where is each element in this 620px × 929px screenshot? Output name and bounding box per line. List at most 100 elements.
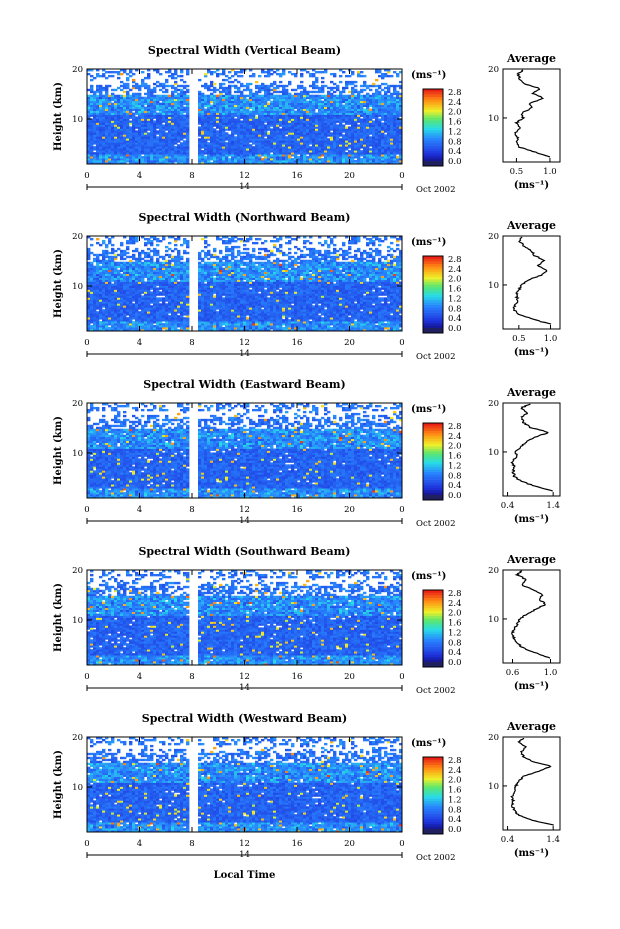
heatmap-cell xyxy=(387,70,391,74)
heatmap-cell xyxy=(117,138,121,141)
heatmap-cell xyxy=(246,110,250,113)
heatmap-cell xyxy=(276,132,280,135)
heatmap-cell xyxy=(312,132,316,135)
average-x-tick-label: 1.0 xyxy=(543,167,557,177)
heatmap-cell xyxy=(309,150,313,153)
heatmap-cell xyxy=(186,69,190,72)
heatmap-cell xyxy=(384,156,388,159)
heatmap-cell xyxy=(237,142,241,145)
heatmap-cell xyxy=(135,283,139,286)
heatmap-cell xyxy=(162,102,166,106)
heatmap-cell xyxy=(243,110,247,113)
heatmap-cell xyxy=(183,140,187,143)
heatmap-cell xyxy=(348,74,352,78)
heatmap-cell xyxy=(162,152,166,155)
heatmap-cell xyxy=(228,92,232,96)
heatmap-cell xyxy=(99,295,103,298)
heatmap-cell xyxy=(93,325,97,328)
heatmap-cell xyxy=(222,116,226,119)
heatmap-cell xyxy=(330,118,334,121)
heatmap-cell xyxy=(141,307,145,310)
heatmap-cell xyxy=(375,156,379,159)
heatmap-cell xyxy=(267,156,271,159)
heatmap-cell xyxy=(114,138,118,141)
heatmap-cell xyxy=(312,69,316,72)
heatmap-cell xyxy=(216,144,220,147)
heatmap-cell xyxy=(153,327,157,330)
heatmap-cell xyxy=(96,253,100,257)
heatmap-cell xyxy=(150,317,154,320)
heatmap-cell xyxy=(114,313,118,316)
heatmap-cell xyxy=(231,114,235,117)
heatmap-cell xyxy=(348,98,352,102)
heatmap-cell xyxy=(108,84,112,88)
heatmap-cell xyxy=(117,323,121,326)
heatmap-cell xyxy=(339,112,343,115)
heatmap-cell xyxy=(162,112,166,115)
heatmap-cell xyxy=(105,311,109,314)
heatmap-cell xyxy=(327,148,331,151)
heatmap-cell xyxy=(105,102,109,106)
heatmap-cell xyxy=(384,142,388,145)
heatmap-cell xyxy=(96,261,100,265)
heatmap-cell xyxy=(150,279,154,282)
heatmap-cell xyxy=(117,317,121,320)
heatmap-cell xyxy=(180,128,184,131)
heatmap-cell xyxy=(120,152,124,155)
heatmap-cell xyxy=(222,150,226,153)
heatmap-cell xyxy=(129,305,133,308)
heatmap-cell xyxy=(135,297,139,300)
heatmap-cell xyxy=(336,150,340,153)
heatmap-cell xyxy=(132,271,136,275)
heatmap-cell xyxy=(270,94,274,98)
heatmap-cell xyxy=(210,98,214,102)
heatmap-cell xyxy=(396,106,400,109)
heatmap-cell xyxy=(102,142,106,145)
heatmap-cell xyxy=(213,140,217,143)
heatmap-cell xyxy=(348,80,352,84)
heatmap-cell xyxy=(291,118,295,121)
heatmap-cell xyxy=(120,275,124,278)
heatmap-cell xyxy=(123,108,127,111)
heatmap-cell xyxy=(249,90,253,94)
heatmap-cell xyxy=(315,160,319,163)
heatmap-cell xyxy=(150,267,154,271)
heatmap-cell xyxy=(390,128,394,131)
heatmap-cell xyxy=(132,265,136,269)
heatmap-cell xyxy=(150,271,154,275)
heatmap-cell xyxy=(123,317,127,320)
heatmap-cell xyxy=(114,144,118,147)
heatmap-cell xyxy=(324,130,328,133)
heatmap-cell xyxy=(105,289,109,292)
heatmap-cell xyxy=(213,114,217,117)
heatmap-cell xyxy=(150,323,154,326)
heatmap-cell xyxy=(102,140,106,143)
heatmap-cell xyxy=(114,293,118,296)
heatmap-cell xyxy=(348,120,352,123)
heatmap-cell xyxy=(258,146,262,149)
heatmap-cell xyxy=(213,146,217,149)
heatmap-cell xyxy=(339,150,343,153)
heatmap-cell xyxy=(369,88,373,92)
heatmap-cell xyxy=(225,88,229,92)
heatmap-cell xyxy=(285,126,289,129)
heatmap-cell xyxy=(117,118,121,121)
heatmap-cell xyxy=(186,116,190,119)
heatmap-cell xyxy=(297,130,301,133)
heatmap-cell xyxy=(396,124,400,127)
heatmap-cell xyxy=(279,98,283,102)
heatmap-cell xyxy=(378,154,382,157)
heatmap-cell xyxy=(261,96,265,100)
heatmap-cell xyxy=(159,134,163,137)
heatmap-cell xyxy=(288,124,292,127)
heatmap-cell xyxy=(324,158,328,161)
heatmap-cell xyxy=(258,108,262,111)
heatmap-cell xyxy=(258,126,262,129)
heatmap-cell xyxy=(231,134,235,137)
heatmap-cell xyxy=(153,88,157,92)
heatmap-cell xyxy=(234,86,238,90)
heatmap-cell xyxy=(87,265,91,269)
heatmap-cell xyxy=(93,98,97,102)
heatmap-cell xyxy=(180,84,184,88)
heatmap-cell xyxy=(300,74,304,78)
